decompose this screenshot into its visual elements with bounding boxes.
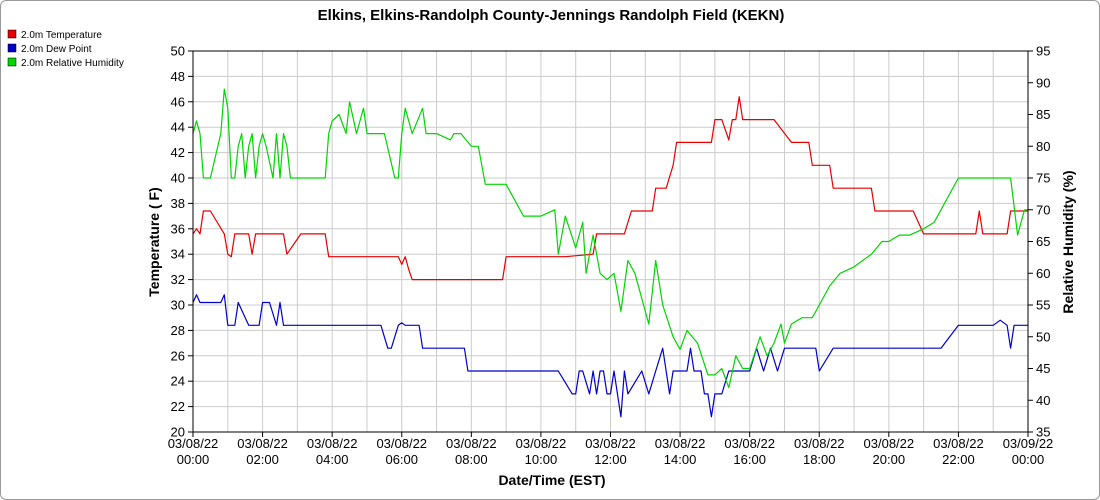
x-tick-date: 03/08/22 — [655, 436, 706, 451]
chart-title: Elkins, Elkins-Randolph County-Jennings … — [318, 7, 785, 24]
x-tick-date: 03/08/22 — [168, 436, 219, 451]
legend-label-relative-humidity: 2.0m Relative Humidity — [21, 58, 124, 69]
y-tick-label: 48 — [171, 69, 185, 84]
x-tick-time: 16:00 — [733, 452, 766, 467]
legend-swatch-temperature — [7, 29, 17, 39]
y2-tick-label: 80 — [1036, 139, 1050, 154]
x-tick-time: 00:00 — [1012, 452, 1045, 467]
x-tick-date: 03/08/22 — [516, 436, 567, 451]
x-tick-time: 12:00 — [594, 452, 627, 467]
y2-tick-label: 95 — [1036, 44, 1050, 59]
y-tick-label: 20 — [171, 425, 185, 440]
legend-label-temperature: 2.0m Temperature — [21, 30, 102, 41]
y-tick-label: 28 — [171, 323, 185, 338]
y2-tick-label: 35 — [1036, 425, 1050, 440]
x-tick-date: 03/08/22 — [724, 436, 775, 451]
y-tick-label: 26 — [171, 348, 185, 363]
legend: 2.0m Temperature 2.0m Dew Point 2.0m Rel… — [7, 29, 124, 69]
y2-tick-label: 90 — [1036, 75, 1050, 90]
x-tick-date: 03/08/22 — [794, 436, 845, 451]
y-tick-label: 38 — [171, 196, 185, 211]
x-axis: 03/08/2200:0003/08/2202:0003/08/2204:000… — [168, 432, 1054, 467]
x-tick-time: 14:00 — [664, 452, 697, 467]
y2-tick-label: 60 — [1036, 266, 1050, 281]
legend-swatch-relative-humidity — [7, 57, 17, 67]
y-axis-right-title: Relative Humidity (%) — [1060, 170, 1076, 313]
y2-tick-label: 85 — [1036, 107, 1050, 122]
x-tick-time: 08:00 — [455, 452, 488, 467]
x-tick-time: 22:00 — [942, 452, 975, 467]
y-tick-label: 32 — [171, 272, 185, 287]
series-lines — [192, 88, 1028, 418]
y2-tick-label: 65 — [1036, 234, 1050, 249]
x-tick-time: 02:00 — [246, 452, 279, 467]
y2-tick-label: 75 — [1036, 171, 1050, 186]
y2-tick-label: 45 — [1036, 361, 1050, 376]
dew-point-line — [192, 294, 1028, 418]
y2-tick-label: 50 — [1036, 329, 1050, 344]
x-tick-time: 00:00 — [177, 452, 210, 467]
y-tick-label: 22 — [171, 399, 185, 414]
x-tick-date: 03/08/22 — [307, 436, 358, 451]
y-tick-label: 46 — [171, 94, 185, 109]
y-tick-label: 42 — [171, 145, 185, 160]
y-axis-left-title: Temperature ( F) — [146, 187, 162, 296]
x-tick-date: 03/08/22 — [585, 436, 636, 451]
x-tick-time: 10:00 — [525, 452, 558, 467]
y2-tick-label: 40 — [1036, 393, 1050, 408]
y-tick-label: 24 — [171, 374, 185, 389]
y2-tick-label: 55 — [1036, 298, 1050, 313]
x-tick-date: 03/08/22 — [237, 436, 288, 451]
x-tick-date: 03/09/22 — [1003, 436, 1054, 451]
y-axis-right: 35 40 45 50 55 60 65 70 75 80 85 90 95 — [1028, 44, 1050, 440]
relative-humidity-line — [192, 88, 1028, 389]
x-tick-date: 03/08/22 — [446, 436, 497, 451]
x-tick-date: 03/08/22 — [933, 436, 984, 451]
y-tick-label: 50 — [171, 44, 185, 59]
x-tick-date: 03/08/22 — [376, 436, 427, 451]
grid — [192, 50, 1029, 433]
y-tick-label: 34 — [171, 247, 185, 262]
x-tick-time: 18:00 — [803, 452, 836, 467]
y-tick-label: 40 — [171, 171, 185, 186]
legend-swatch-dew-point — [7, 43, 17, 53]
x-axis-title: Date/Time (EST) — [498, 472, 605, 488]
x-tick-date: 03/08/22 — [864, 436, 915, 451]
y-axis-left: 20 22 24 26 28 30 32 34 36 38 40 42 44 46 48 50 — [171, 44, 193, 440]
y-tick-label: 36 — [171, 221, 185, 236]
temperature-line — [192, 96, 1028, 281]
x-tick-time: 20:00 — [873, 452, 906, 467]
y2-tick-label: 70 — [1036, 202, 1050, 217]
y-tick-label: 30 — [171, 298, 185, 313]
y-tick-label: 44 — [171, 120, 185, 135]
x-tick-time: 06:00 — [385, 452, 418, 467]
legend-label-dew-point: 2.0m Dew Point — [21, 44, 92, 55]
x-tick-time: 04:00 — [316, 452, 349, 467]
